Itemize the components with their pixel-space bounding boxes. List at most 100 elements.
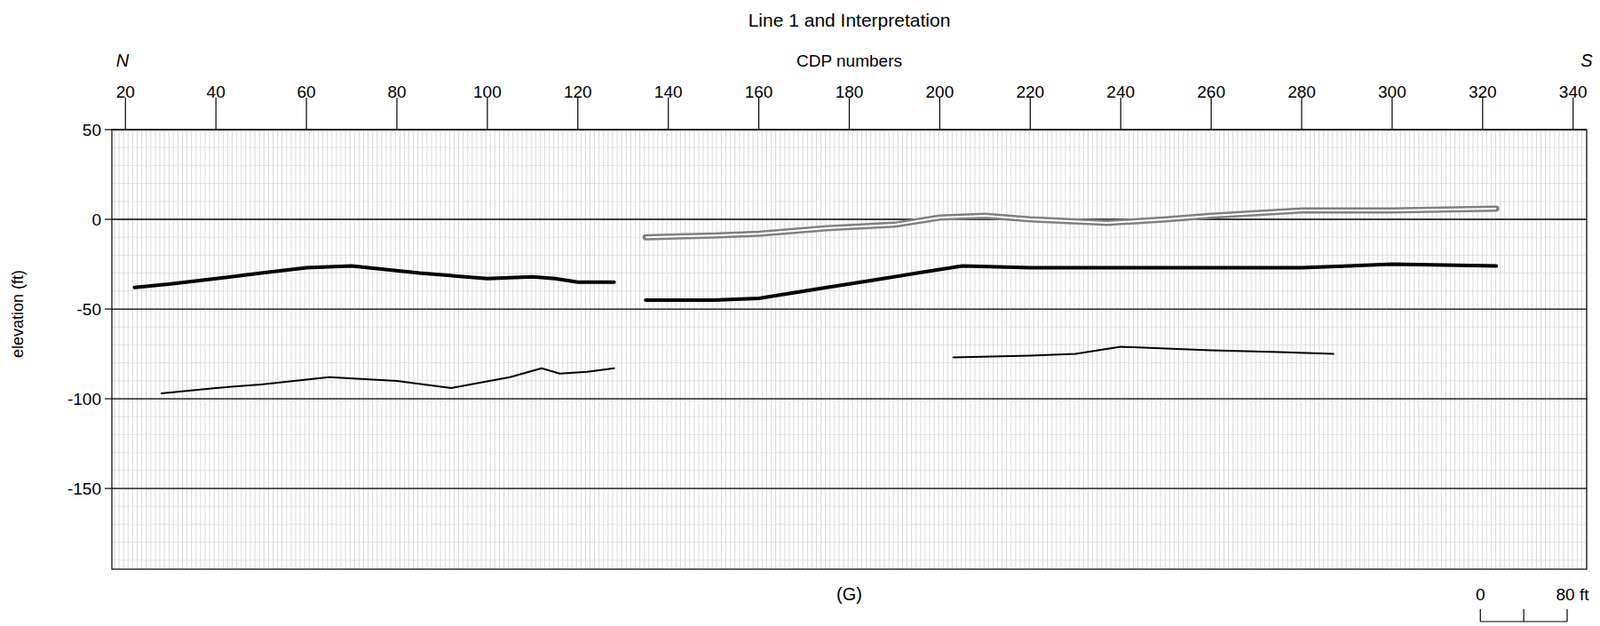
- trace: [1001, 129, 1003, 570]
- fine-line: [111, 147, 1587, 149]
- fine-line: [111, 559, 1587, 561]
- fine-line: [111, 488, 1587, 490]
- x-tick: [125, 97, 127, 130]
- trace: [380, 129, 382, 570]
- fine-line: [111, 541, 1587, 543]
- trace: [435, 129, 437, 570]
- trace: [602, 129, 604, 570]
- trace: [1386, 129, 1388, 570]
- trace: [1372, 129, 1374, 570]
- trace: [335, 129, 337, 570]
- trace: [1337, 129, 1339, 570]
- trace: [1309, 129, 1311, 570]
- trace: [1354, 129, 1356, 570]
- trace: [499, 129, 500, 570]
- x-tick-label: 320: [1468, 82, 1498, 102]
- trace: [929, 129, 931, 570]
- trace: [358, 129, 360, 570]
- trace: [612, 129, 614, 570]
- trace: [1363, 129, 1365, 570]
- trace: [910, 129, 912, 570]
- scale-tick: [1566, 609, 1568, 622]
- trace: [507, 129, 509, 570]
- trace: [1341, 129, 1343, 570]
- trace: [775, 129, 777, 570]
- grid-line: [111, 308, 1587, 309]
- trace: [417, 129, 419, 570]
- trace: [861, 129, 863, 570]
- y-tick: [104, 397, 112, 399]
- trace: [829, 129, 831, 570]
- trace: [444, 129, 446, 570]
- trace: [403, 129, 405, 570]
- trace: [268, 129, 270, 570]
- y-axis-title: elevation (ft): [8, 269, 27, 358]
- trace: [865, 129, 867, 570]
- trace: [1490, 129, 1492, 570]
- trace: [150, 129, 151, 570]
- scale-label: 0: [1475, 585, 1486, 604]
- trace: [1427, 129, 1429, 570]
- trace: [1436, 129, 1438, 570]
- trace: [1255, 129, 1257, 570]
- trace: [1282, 129, 1284, 570]
- trace: [738, 129, 740, 570]
- trace: [960, 129, 962, 570]
- trace: [182, 129, 183, 570]
- fine-line: [111, 237, 1587, 238]
- x-tick: [1572, 97, 1574, 130]
- x-tick: [486, 97, 488, 130]
- trace: [535, 129, 537, 570]
- trace: [317, 129, 319, 570]
- trace: [833, 129, 835, 570]
- trace: [938, 129, 940, 570]
- trace: [304, 129, 306, 570]
- trace: [1527, 129, 1529, 570]
- trace: [376, 129, 378, 570]
- trace: [1322, 129, 1324, 570]
- trace: [1046, 129, 1048, 570]
- trace: [788, 129, 790, 570]
- trace: [1481, 129, 1483, 570]
- trace: [888, 129, 890, 570]
- horizons: [134, 208, 1498, 394]
- trace: [707, 129, 709, 570]
- trace: [1331, 129, 1333, 570]
- trace: [159, 129, 161, 570]
- trace: [1246, 129, 1248, 570]
- trace: [1512, 129, 1514, 570]
- scale-tick: [1523, 609, 1525, 622]
- trace: [784, 129, 785, 570]
- trace: [1051, 129, 1053, 570]
- x-tick: [1120, 97, 1122, 130]
- trace: [743, 129, 745, 570]
- trace: [363, 129, 365, 570]
- fine-line: [111, 398, 1587, 400]
- trace: [680, 129, 682, 570]
- trace: [843, 129, 845, 570]
- trace: [272, 129, 274, 570]
- trace: [1014, 129, 1016, 570]
- trace: [222, 129, 224, 570]
- horizon: [134, 266, 615, 288]
- fine-line: [111, 451, 1587, 453]
- trace: [386, 129, 388, 570]
- trace: [1069, 129, 1071, 570]
- trace: [1083, 129, 1085, 570]
- fine-line: [111, 254, 1587, 256]
- trace: [1522, 129, 1524, 570]
- title: Line 1 and Interpretation: [748, 9, 951, 31]
- trace: [141, 129, 143, 570]
- fine-line: [111, 272, 1587, 274]
- trace: [1132, 129, 1134, 570]
- fine-line: [111, 308, 1587, 310]
- trace: [734, 129, 736, 570]
- y-tick: [104, 128, 112, 130]
- trace: [367, 129, 369, 570]
- trace: [1377, 129, 1379, 570]
- trace: [915, 129, 917, 570]
- trace: [956, 129, 958, 570]
- trace: [617, 129, 618, 570]
- trace: [562, 129, 563, 570]
- trace: [395, 129, 397, 570]
